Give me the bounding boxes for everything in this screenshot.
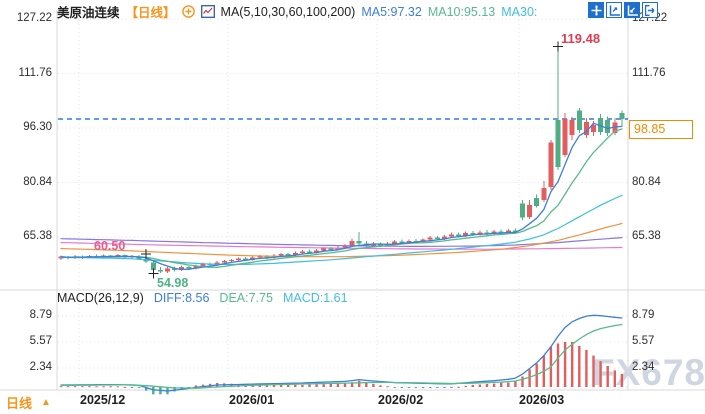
macd-tick-right: 5.57 xyxy=(632,335,655,347)
macd-tick-right: 8.79 xyxy=(632,309,655,321)
y-tick-right: 127.22 xyxy=(632,12,668,24)
axis-zoom-in-icon xyxy=(627,5,638,16)
last-price-box: 98.85 xyxy=(629,120,693,139)
macd-header: MACD(26,12,9) DIFF:8.56 DEA:7.75 MACD:1.… xyxy=(57,291,348,305)
chart-toolbar xyxy=(588,2,658,18)
axis-zoom-out-icon xyxy=(609,5,620,16)
time-axis: 日线 ▲ 2025/12 2026/01 2026/02 2026/03 xyxy=(0,391,705,414)
y-tick-left: 65.38 xyxy=(23,230,52,242)
macd-tick-left: 5.57 xyxy=(29,335,52,347)
axis-zoom-out-button[interactable] xyxy=(606,2,622,18)
period-selector[interactable]: 日线 ▲ xyxy=(6,393,51,412)
period-label: 日线 xyxy=(6,396,33,411)
macd-settings-label: MACD(26,12,9) xyxy=(57,291,144,305)
macd-tick-left: 8.79 xyxy=(29,309,52,321)
date-label: 2026/03 xyxy=(519,393,565,407)
macd-tick-right: 2.34 xyxy=(632,361,655,373)
macd-tick-left: 2.34 xyxy=(29,361,52,373)
y-tick-left: 96.30 xyxy=(23,121,52,133)
date-label: 2026/02 xyxy=(378,393,424,407)
ma30-value: MA30: xyxy=(501,4,538,19)
indicator-chart-icon[interactable] xyxy=(200,5,215,18)
move-button[interactable] xyxy=(588,2,604,18)
axis-zoom-in-button[interactable] xyxy=(624,2,640,18)
macd-dea-value: DEA:7.75 xyxy=(219,291,273,305)
instrument-title: 美原油连续 xyxy=(57,6,120,20)
macd-diff-value: DIFF:8.56 xyxy=(153,291,210,305)
fx678-watermark: FX678 xyxy=(592,352,705,393)
date-label: 2026/01 xyxy=(229,393,275,407)
ma10-value: MA10:95.13 xyxy=(427,4,496,19)
chart-header: 美原油连续 【日线】 MA(5,10,30,60,100,200) MA5:97… xyxy=(57,2,537,21)
swing-low-label: 54.98 xyxy=(157,276,189,290)
y-tick-right: 111.76 xyxy=(632,67,666,79)
macd-value: MACD:1.61 xyxy=(282,291,348,305)
peak-price-label: 119.48 xyxy=(561,31,601,46)
up-triangle-icon: ▲ xyxy=(41,397,51,408)
y-tick-left: 111.76 xyxy=(18,67,52,79)
move-icon xyxy=(591,5,602,16)
ma-settings-label: MA(5,10,30,60,100,200) xyxy=(220,4,356,19)
add-indicator-icon[interactable] xyxy=(181,5,195,18)
y-tick-left: 127.22 xyxy=(16,12,52,24)
date-label: 2025/12 xyxy=(80,393,126,407)
exit-button[interactable] xyxy=(642,2,658,18)
ma5-value: MA5:97.32 xyxy=(361,4,422,19)
swing-high-label: 60.50 xyxy=(94,239,126,253)
period-tag[interactable]: 【日线】 xyxy=(125,6,176,20)
y-tick-right: 80.84 xyxy=(632,176,661,188)
y-tick-left: 80.84 xyxy=(23,176,52,188)
y-tick-right: 65.38 xyxy=(632,230,661,242)
exit-right-icon xyxy=(644,4,656,16)
